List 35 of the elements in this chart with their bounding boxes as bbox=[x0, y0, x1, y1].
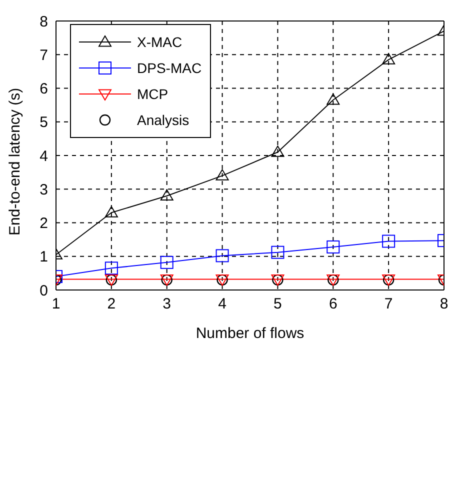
x-tick-label: 4 bbox=[218, 296, 226, 313]
y-tick-label: 1 bbox=[40, 248, 48, 266]
point bbox=[160, 189, 174, 201]
y-tick-label: 7 bbox=[40, 46, 48, 64]
x-tick-label: 8 bbox=[440, 296, 448, 313]
x-tick-label: 3 bbox=[162, 296, 172, 313]
legend-label: Analysis bbox=[137, 112, 190, 128]
point bbox=[271, 246, 284, 259]
y-axis-title: End-to-end latency (s) bbox=[6, 88, 24, 236]
y-tick-label: 5 bbox=[40, 114, 48, 132]
point bbox=[216, 169, 229, 180]
point bbox=[104, 206, 118, 218]
legend-label: X-MAC bbox=[137, 34, 182, 50]
x-tick-label: 7 bbox=[384, 296, 393, 313]
y-tick-label: 4 bbox=[40, 148, 48, 165]
y-tick-label: 0 bbox=[40, 282, 48, 300]
legend-label: MCP bbox=[137, 86, 168, 102]
x-axis-title: Number of flows bbox=[196, 325, 304, 342]
y-tick-label: 3 bbox=[40, 181, 48, 198]
point bbox=[271, 146, 284, 157]
point bbox=[326, 240, 340, 254]
x-tick-label: 1 bbox=[52, 296, 60, 313]
point bbox=[382, 53, 396, 64]
point bbox=[216, 249, 229, 262]
y-tick-label: 8 bbox=[40, 13, 48, 30]
x-tick-label: 5 bbox=[274, 296, 282, 313]
point bbox=[104, 262, 118, 275]
point bbox=[382, 234, 396, 248]
legend-label: DPS-MAC bbox=[137, 60, 202, 76]
y-tick-label: 6 bbox=[40, 80, 48, 98]
point bbox=[160, 256, 174, 269]
x-tick-label: 2 bbox=[107, 296, 116, 313]
point bbox=[326, 94, 340, 105]
x-tick-label: 6 bbox=[328, 296, 338, 313]
y-tick-label: 2 bbox=[40, 215, 48, 232]
